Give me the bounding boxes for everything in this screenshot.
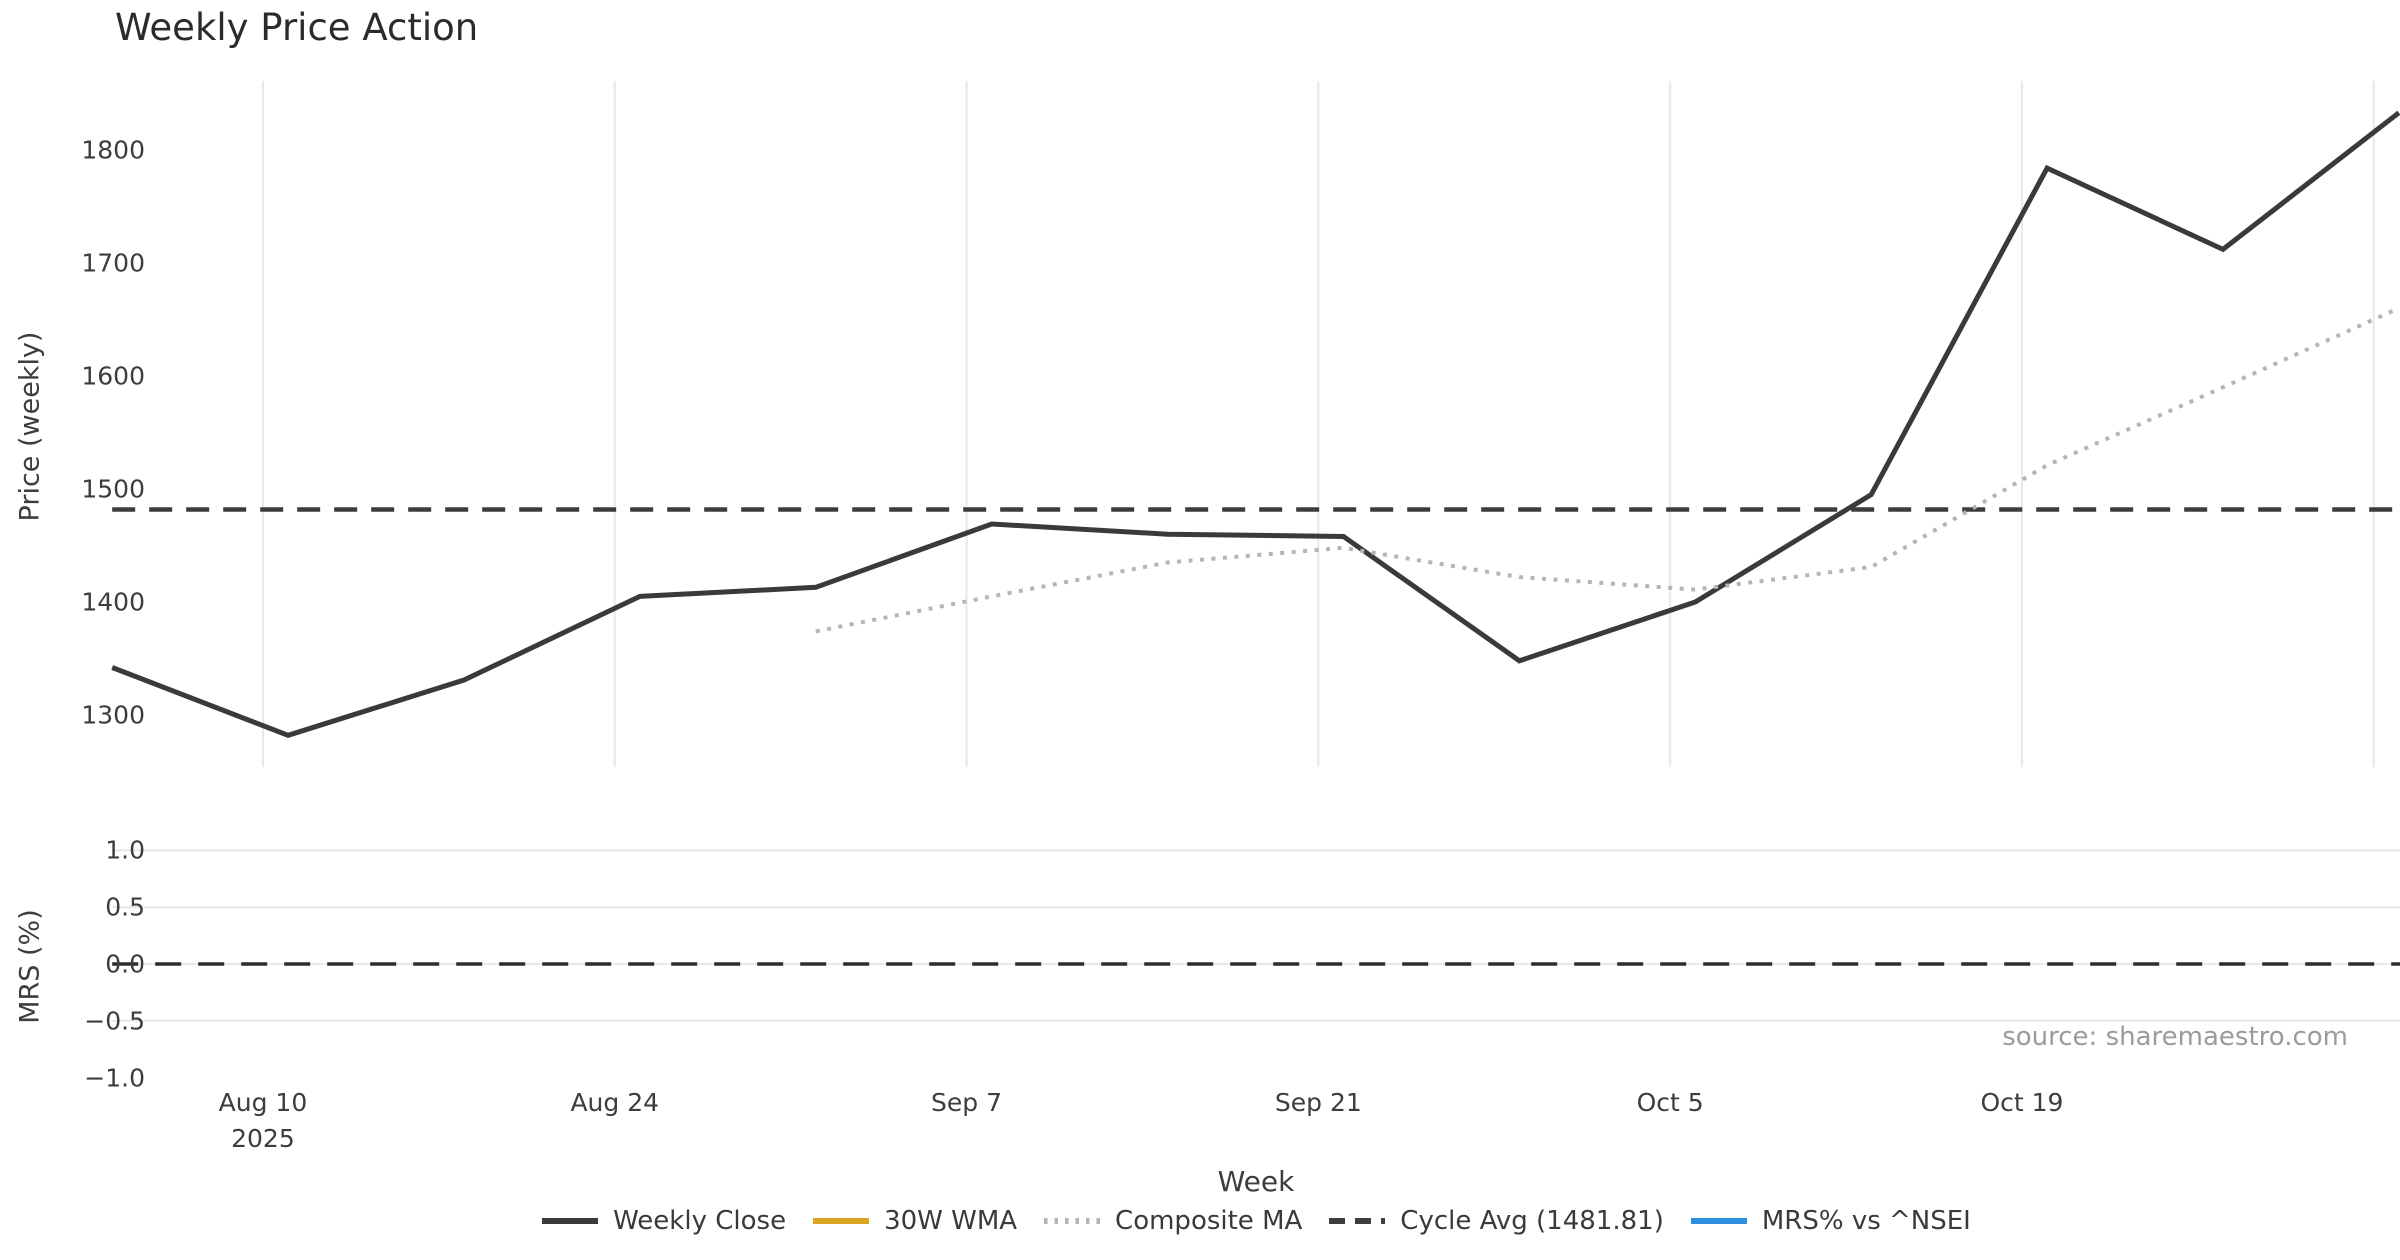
mrs-ytick: 1.0 (105, 835, 145, 865)
legend-label: Weekly Close (613, 1206, 787, 1236)
legend-item: Cycle Avg (1481.81) (1328, 1206, 1664, 1236)
legend-label: Cycle Avg (1481.81) (1400, 1206, 1664, 1236)
x-tick: Aug 10 2025 (218, 1088, 308, 1154)
legend-swatch-solid (542, 1218, 599, 1224)
mrs-ytick: −1.0 (84, 1063, 145, 1093)
legend-label: Composite MA (1115, 1206, 1303, 1236)
price-ytick: 1700 (81, 248, 145, 278)
x-tick: Oct 19 (1980, 1088, 2064, 1117)
legend-item: Composite MA (1043, 1206, 1302, 1236)
legend-swatch-solid (1690, 1218, 1747, 1224)
x-tick: Sep 21 (1274, 1088, 1362, 1117)
price-ytick: 1400 (81, 587, 145, 617)
series-composite-ma (815, 306, 2400, 634)
legend-label: MRS% vs ^NSEI (1761, 1206, 1971, 1236)
price-ytick: 1300 (81, 700, 145, 730)
price-ytick: 1600 (81, 361, 145, 391)
mrs-ytick: 0.0 (105, 949, 145, 979)
legend-swatch-solid (813, 1218, 870, 1224)
mrs-ytick: 0.5 (105, 892, 145, 922)
legend-label: 30W WMA (884, 1206, 1018, 1236)
mrs-ytick: −0.5 (84, 1006, 145, 1036)
price-ytick: 1800 (81, 135, 145, 165)
chart-title: Weekly Price Action (115, 6, 479, 49)
legend-item: Weekly Close (541, 1206, 786, 1236)
source-note: source: sharemaestro.com (2002, 1022, 2348, 1052)
legend-swatch-dotted (1044, 1218, 1101, 1224)
price-ytick: 1500 (81, 474, 145, 504)
y-axis-label-price: Price (weekly) (14, 331, 46, 522)
legend-item: MRS% vs ^NSEI (1690, 1206, 1971, 1236)
x-tick: Sep 7 (931, 1088, 1003, 1117)
x-tick: Oct 5 (1636, 1088, 1704, 1117)
x-axis-label: Week (1217, 1165, 1295, 1198)
legend-item: 30W WMA (812, 1206, 1017, 1236)
legend: Weekly Close 30W WMA Composite MA Cycle Avg… (112, 1206, 2400, 1236)
x-tick: Aug 24 (570, 1088, 660, 1117)
legend-swatch-dashed (1329, 1218, 1386, 1224)
series-weekly-close (111, 110, 2400, 738)
